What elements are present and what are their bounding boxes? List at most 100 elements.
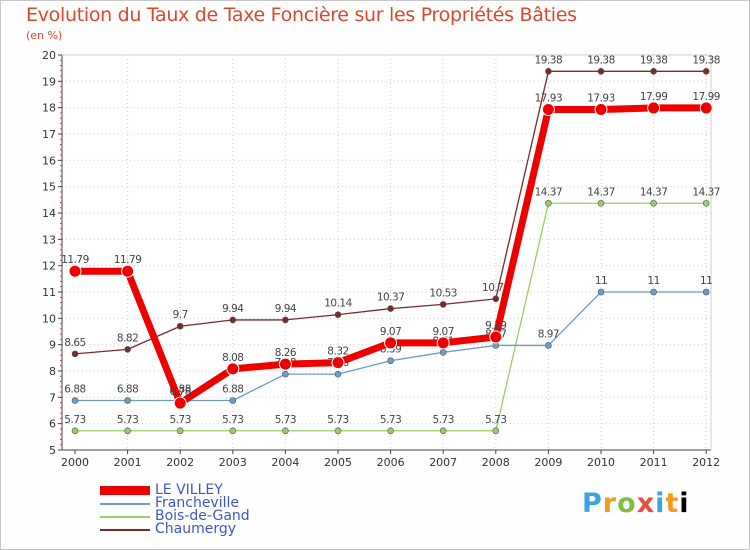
data-point — [594, 103, 608, 117]
data-point — [702, 199, 710, 207]
legend-label: Chaumergy — [155, 521, 237, 537]
legend-label: LE VILLEY — [155, 482, 223, 498]
data-point — [226, 362, 240, 376]
y-tick-label: 17 — [42, 128, 56, 141]
data-label: 9.07 — [380, 326, 401, 338]
data-point — [71, 397, 79, 404]
data-point — [650, 288, 657, 296]
y-tick-label: 10 — [42, 312, 56, 325]
data-point — [492, 295, 500, 303]
data-label: 5.73 — [170, 414, 191, 426]
y-tick-label: 5 — [49, 444, 56, 457]
data-point — [176, 322, 184, 330]
y-tick-label: 20 — [42, 49, 56, 62]
data-point — [173, 396, 187, 410]
data-label: 9.94 — [275, 303, 297, 315]
data-label: 8.32 — [327, 346, 348, 358]
data-label: 9.07 — [433, 326, 454, 338]
y-tick-label: 7 — [49, 391, 56, 404]
data-label: 6.88 — [64, 383, 85, 395]
data-point — [282, 427, 289, 435]
data-point — [545, 342, 552, 349]
data-point — [436, 336, 450, 350]
x-tick-label: 2003 — [219, 456, 247, 469]
data-point — [68, 264, 82, 278]
legend-label: Francheville — [155, 495, 239, 511]
y-tick-label: 6 — [49, 418, 56, 431]
data-label: 17.93 — [587, 93, 615, 105]
plot-area — [62, 55, 711, 450]
proxiti-logo: Proxiti — [582, 488, 690, 519]
data-point — [229, 427, 237, 435]
data-point — [489, 330, 503, 344]
data-point — [597, 199, 605, 207]
y-tick-label: 14 — [42, 207, 56, 220]
data-point — [71, 350, 79, 358]
x-tick-label: 2006 — [377, 456, 405, 469]
data-label: 17.99 — [692, 91, 720, 103]
y-tick-label: 16 — [42, 154, 56, 167]
data-point — [647, 101, 661, 115]
x-tick-label: 2001 — [114, 456, 142, 469]
y-tick-label: 11 — [42, 286, 56, 299]
data-label: 8.26 — [275, 347, 297, 359]
data-label: 11 — [647, 275, 659, 287]
y-tick-label: 9 — [49, 339, 56, 352]
data-point — [334, 311, 342, 318]
data-point — [439, 301, 447, 308]
x-tick-label: 2012 — [692, 456, 720, 469]
data-label: 19.38 — [535, 54, 563, 66]
data-point — [229, 316, 237, 324]
x-tick-label: 2002 — [166, 456, 194, 469]
data-point — [439, 427, 447, 435]
y-tick-label: 15 — [42, 181, 56, 194]
data-label: 14.37 — [535, 186, 563, 198]
data-point — [124, 397, 131, 404]
data-point — [282, 370, 289, 378]
data-label: 5.73 — [222, 414, 243, 426]
data-label: 14.37 — [692, 186, 720, 198]
data-point — [331, 356, 345, 370]
data-point — [702, 288, 710, 296]
data-label: 6.88 — [222, 383, 243, 395]
y-tick-label: 13 — [42, 233, 56, 246]
x-tick-label: 2007 — [429, 456, 457, 469]
data-label: 19.38 — [640, 54, 668, 66]
data-point — [387, 357, 394, 365]
data-point — [124, 346, 131, 353]
y-tick-label: 8 — [49, 365, 56, 378]
y-tick-label: 12 — [42, 260, 56, 273]
data-point — [650, 199, 657, 207]
legend-swatch — [100, 503, 150, 505]
data-label: 8.97 — [538, 328, 559, 340]
data-label: 9.7 — [173, 309, 188, 321]
data-label: 5.73 — [117, 414, 138, 426]
y-tick-label: 18 — [42, 102, 56, 115]
unit-label: (en %) — [26, 29, 63, 42]
data-point — [650, 68, 657, 75]
data-point — [541, 103, 555, 117]
data-label: 10.53 — [429, 287, 457, 299]
data-label: 5.73 — [275, 414, 296, 426]
data-point — [597, 288, 605, 296]
data-label: 8.65 — [64, 337, 85, 349]
data-point — [282, 316, 289, 324]
data-label: 5.73 — [64, 414, 85, 426]
x-tick-label: 2010 — [587, 456, 615, 469]
x-tick-label: 2009 — [534, 456, 562, 469]
data-point — [278, 357, 292, 371]
data-point — [334, 370, 342, 378]
data-label: 17.99 — [640, 91, 668, 103]
legend-label: Bois-de-Gand — [155, 508, 250, 524]
x-tick-label: 2005 — [324, 456, 352, 469]
data-point — [334, 427, 342, 435]
data-point — [387, 305, 394, 312]
data-label: 14.37 — [640, 186, 668, 198]
data-label: 5.73 — [485, 414, 506, 426]
data-point — [384, 336, 398, 350]
data-label: 10.14 — [324, 298, 352, 310]
data-point — [492, 427, 500, 435]
data-point — [229, 397, 237, 404]
legend-swatch — [100, 486, 150, 495]
